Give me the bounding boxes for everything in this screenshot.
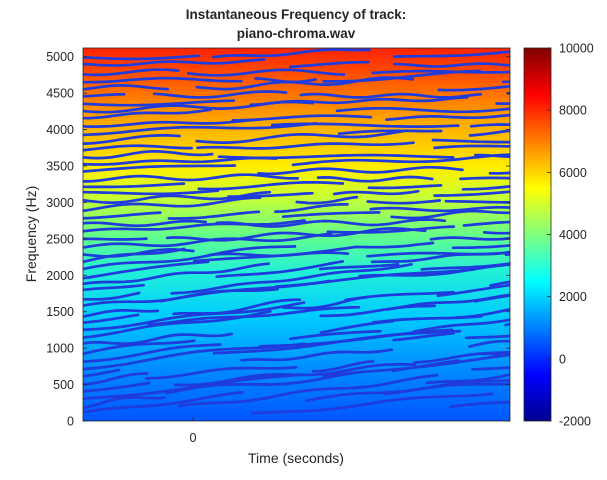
chart-title-line-1: Instantaneous Frequency of track: xyxy=(186,7,407,22)
colorbar-tick-label: -2000 xyxy=(559,415,591,429)
colorbar-tick-label: 4000 xyxy=(559,228,587,242)
contour-line xyxy=(69,239,147,240)
colorbar-gradient xyxy=(524,48,551,421)
contour-line xyxy=(506,247,607,255)
colorbar-tick-label: 2000 xyxy=(559,290,587,304)
y-tick-label: 500 xyxy=(53,378,74,392)
y-tick-label: 3000 xyxy=(46,196,74,210)
y-tick-label: 4000 xyxy=(46,123,74,137)
colorbar-tick-label: 8000 xyxy=(559,104,587,118)
y-tick-label: 0 xyxy=(67,415,74,429)
y-tick-label: 1000 xyxy=(46,342,74,356)
contour-line xyxy=(431,238,515,240)
y-tick-label: 4500 xyxy=(46,87,74,101)
colorbar-tick-label: 6000 xyxy=(559,166,587,180)
y-axis-label: Frequency (Hz) xyxy=(23,186,39,282)
y-tick-label: 2000 xyxy=(46,269,74,283)
y-tick-label: 2500 xyxy=(46,232,74,246)
colorbar-ticks: -2000 0 2000 4000 6000 8000 10000 xyxy=(547,42,594,429)
colorbar-tick-label: 0 xyxy=(559,352,566,366)
chart-title-line-2: piano-chroma.wav xyxy=(237,26,356,41)
y-tick-label: 1500 xyxy=(46,305,74,319)
x-tick-label: 0 xyxy=(190,431,197,445)
contour-line xyxy=(503,79,607,82)
x-axis-label: Time (seconds) xyxy=(248,450,344,466)
y-tick-label: 3500 xyxy=(46,160,74,174)
contour-line xyxy=(506,297,607,326)
colorbar: -2000 0 2000 4000 6000 8000 10000 xyxy=(524,42,594,429)
y-tick-label: 5000 xyxy=(46,50,74,64)
colorbar-tick-label: 10000 xyxy=(559,42,594,56)
